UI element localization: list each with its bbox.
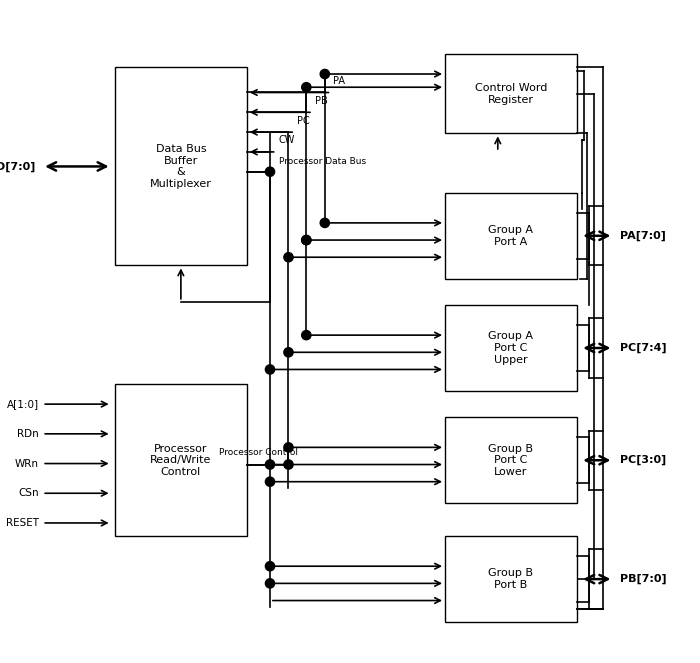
Circle shape — [265, 579, 274, 588]
FancyBboxPatch shape — [445, 536, 577, 622]
FancyBboxPatch shape — [115, 68, 247, 265]
FancyBboxPatch shape — [115, 385, 247, 536]
Circle shape — [284, 443, 293, 452]
Circle shape — [284, 253, 293, 262]
Text: Control Word
Register: Control Word Register — [475, 83, 547, 105]
FancyBboxPatch shape — [445, 305, 577, 391]
Text: Processor
Read/Write
Control: Processor Read/Write Control — [150, 444, 211, 477]
Text: WRn: WRn — [15, 459, 39, 469]
Circle shape — [302, 235, 311, 245]
Circle shape — [265, 167, 274, 176]
Text: Group B
Port B: Group B Port B — [489, 568, 533, 590]
Circle shape — [265, 365, 274, 374]
Circle shape — [302, 331, 311, 339]
FancyBboxPatch shape — [445, 417, 577, 503]
Text: Group A
Port A: Group A Port A — [489, 225, 533, 247]
Text: PC[3:0]: PC[3:0] — [620, 455, 666, 465]
Circle shape — [265, 477, 274, 487]
Text: RESET: RESET — [6, 518, 39, 528]
Circle shape — [284, 460, 293, 469]
Text: RDn: RDn — [18, 429, 39, 439]
FancyBboxPatch shape — [445, 54, 577, 133]
Circle shape — [265, 562, 274, 571]
Text: Processor Control: Processor Control — [219, 448, 298, 457]
Text: CSn: CSn — [18, 488, 39, 499]
Text: Group A
Port C
Upper: Group A Port C Upper — [489, 332, 533, 365]
Text: PA: PA — [333, 76, 345, 86]
Text: PB: PB — [315, 95, 328, 105]
Text: D[7:0]: D[7:0] — [0, 161, 36, 172]
Text: Processor Data Bus: Processor Data Bus — [279, 157, 365, 166]
Text: PC[7:4]: PC[7:4] — [620, 343, 666, 353]
FancyBboxPatch shape — [445, 193, 577, 278]
Text: PA[7:0]: PA[7:0] — [620, 231, 666, 241]
Circle shape — [320, 70, 330, 79]
Circle shape — [320, 218, 330, 227]
Circle shape — [265, 460, 274, 469]
Circle shape — [284, 347, 293, 357]
Text: Group B
Port C
Lower: Group B Port C Lower — [489, 444, 533, 477]
Text: A[1:0]: A[1:0] — [7, 399, 39, 409]
Text: CW: CW — [279, 135, 295, 145]
Text: PC: PC — [297, 115, 310, 125]
Circle shape — [302, 235, 311, 245]
Text: PB[7:0]: PB[7:0] — [620, 574, 666, 584]
Text: Data Bus
Buffer
&
Multiplexer: Data Bus Buffer & Multiplexer — [150, 144, 212, 189]
Circle shape — [302, 83, 311, 92]
